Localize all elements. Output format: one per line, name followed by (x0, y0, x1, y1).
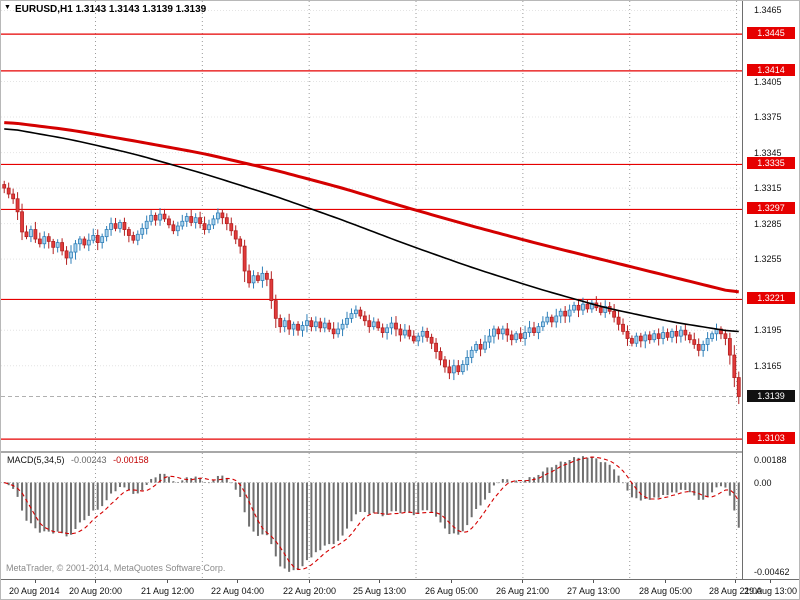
price-axis-label: 1.3405 (754, 76, 782, 87)
time-axis-tick (379, 580, 380, 583)
macd-indicator-label: MACD(5,34,5) -0.00243 -0.00158 (7, 455, 149, 465)
price-axis[interactable]: 1.3465 1.3405 1.3375 1.3345 1.3315 1.3285 1.32… (742, 1, 799, 579)
time-axis-tick (309, 580, 310, 583)
time-axis-tick (593, 580, 594, 583)
time-axis-label: 25 Aug 13:00 (353, 586, 407, 596)
fast-ma-line (4, 128, 739, 333)
time-axis-label: 27 Aug 13:00 (567, 586, 621, 596)
price-axis-label: 1.3375 (754, 112, 782, 123)
time-axis-label: 22 Aug 04:00 (211, 586, 265, 596)
price-level-label: 1.3221 (747, 292, 795, 305)
time-axis-label: 21 Aug 12:00 (141, 586, 195, 596)
time-axis-label: 22 Aug 20:00 (283, 586, 337, 596)
main-price-chart-pane[interactable] (1, 1, 742, 451)
time-axis-label: 29 Aug 13:00 (744, 586, 798, 596)
macd-indicator-pane[interactable] (1, 453, 742, 579)
macd-signal-value: -0.00158 (113, 455, 149, 465)
current-price-label: 1.3139 (747, 389, 795, 402)
price-axis-label: 1.3315 (754, 183, 782, 194)
macd-axis-label: 0.00188 (754, 455, 787, 465)
time-axis-tick (95, 580, 96, 583)
chart-title-text: EURUSD,H1 1.3143 1.3143 1.3139 1.3139 (15, 4, 207, 15)
macd-axis-label: 0.00 (754, 477, 772, 488)
time-axis-tick (770, 580, 771, 583)
slow-ma-line (4, 121, 739, 294)
price-axis-label: 1.3165 (754, 360, 782, 371)
time-axis-label: 26 Aug 21:00 (496, 586, 550, 596)
price-level-label: 1.3445 (747, 27, 795, 40)
time-axis-label: 26 Aug 05:00 (425, 586, 479, 596)
time-axis-tick (237, 580, 238, 583)
price-axis-label: 1.3195 (754, 325, 782, 336)
price-axis-label: 1.3255 (754, 254, 782, 265)
chart-shift-marker-icon: ▼ (4, 4, 11, 11)
time-axis-tick (665, 580, 666, 583)
chart-title: ▼ EURUSD,H1 1.3143 1.3143 1.3139 1.3139 (4, 4, 207, 15)
time-axis-label: 28 Aug 05:00 (639, 586, 693, 596)
time-axis-tick (522, 580, 523, 583)
time-axis-tick (167, 580, 168, 583)
price-level-label: 1.3103 (747, 432, 795, 445)
macd-axis-label: -0.00462 (754, 567, 790, 577)
price-axis-label: 1.3345 (754, 147, 782, 158)
macd-histogram (3, 456, 740, 572)
time-axis[interactable]: 20 Aug 2014 20 Aug 20:00 21 Aug 12:00 22 Au… (1, 579, 799, 599)
candles-layer (2, 180, 741, 405)
macd-grid (1, 453, 742, 579)
time-axis-label: 20 Aug 20:00 (69, 586, 123, 596)
price-level-label: 1.3414 (747, 63, 795, 76)
copyright-text: MetaTrader, © 2001-2014, MetaQuotes Soft… (6, 563, 226, 573)
macd-name: MACD(5,34,5) (7, 455, 65, 465)
macd-signal-line (4, 456, 740, 570)
macd-main-value: -0.00243 (71, 455, 107, 465)
time-axis-tick (35, 580, 36, 583)
time-axis-label: 20 Aug 2014 (9, 586, 60, 596)
time-axis-tick (735, 580, 736, 583)
price-axis-label: 1.3465 (754, 5, 782, 16)
price-level-label: 1.3335 (747, 157, 795, 170)
pane-separator[interactable] (1, 451, 799, 453)
price-level-label: 1.3297 (747, 202, 795, 215)
time-axis-label: 28 Aug 21:00 (709, 586, 763, 596)
price-axis-label: 1.3285 (754, 218, 782, 229)
support-resistance-lines (1, 33, 742, 440)
time-axis-tick (451, 580, 452, 583)
